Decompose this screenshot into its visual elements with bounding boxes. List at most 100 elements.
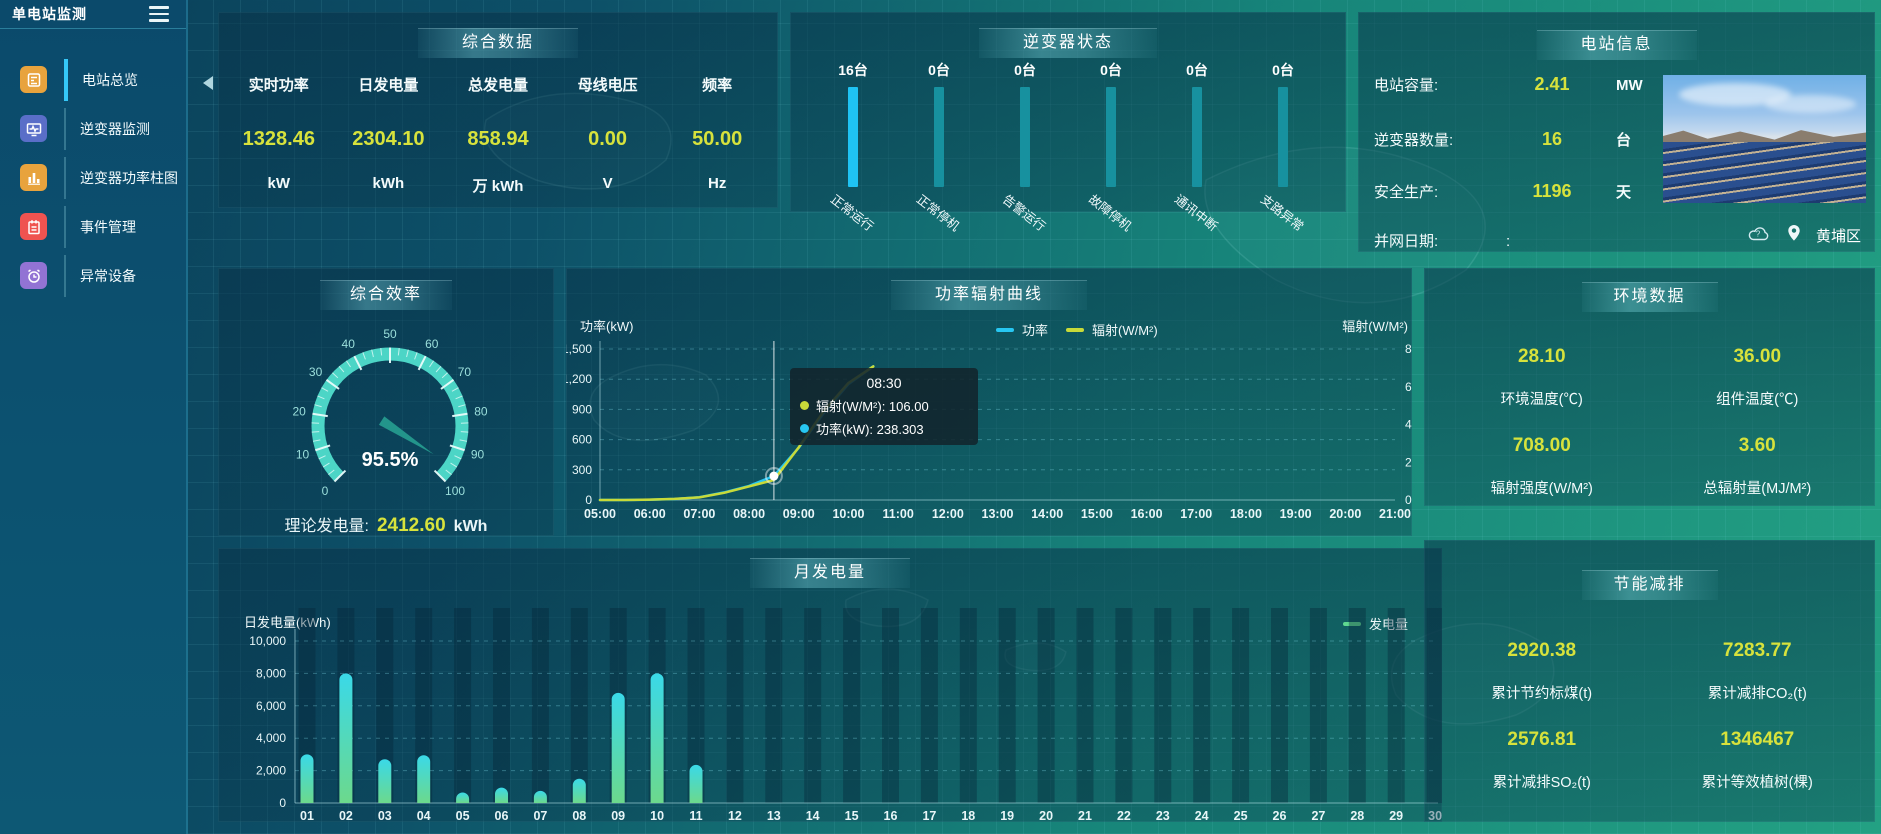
power-radiation-panel: 功率辐射曲线 功率(kW) 辐射(W/M²) 功率 辐射(W/M²) 1,500… — [566, 268, 1412, 536]
bar-chart-legend[interactable]: 发电量 — [1342, 614, 1408, 633]
svg-text:40: 40 — [342, 337, 356, 351]
svg-text:0: 0 — [585, 493, 592, 507]
right-axis-name: 辐射(W/M²) — [1342, 319, 1408, 334]
bar-chart-icon — [20, 164, 47, 191]
sidebar-item-label: 逆变器功率柱图 — [80, 169, 178, 186]
svg-text:20: 20 — [292, 405, 306, 419]
svg-text:11: 11 — [689, 809, 702, 822]
cloud-icon[interactable]: ? — [1747, 224, 1772, 247]
inverter-status-panel: 逆变器状态 16台 正常运行 0台 正常停机 0台 告警运行 0台 故障停机 0… — [790, 12, 1346, 234]
metric-bus-voltage: 母线电压 0.00 V — [577, 77, 638, 192]
svg-text:14:00: 14:00 — [1031, 507, 1063, 521]
panel-title: 综合效率 — [319, 280, 453, 310]
summary-panel: 综合数据 实时功率 1328.46 kW 日发电量 2304.10 kWh 总发… — [218, 12, 778, 208]
svg-text:200: 200 — [1405, 455, 1412, 469]
panel-title: 综合数据 — [417, 28, 579, 58]
svg-text:18:00: 18:00 — [1230, 507, 1262, 521]
co2-reduced: 7283.77 累计减排CO₂(t) — [1707, 640, 1807, 702]
svg-text:400: 400 — [1405, 418, 1412, 432]
svg-text:80: 80 — [474, 405, 488, 419]
menu-divider — [64, 156, 66, 199]
station-photo — [1663, 75, 1866, 203]
inverter-status-branch-abnormal: 0台 支路异常 — [1257, 62, 1306, 234]
svg-text:21:00: 21:00 — [1379, 507, 1411, 521]
radiation-legend-swatch — [1066, 327, 1085, 332]
svg-text:900: 900 — [572, 402, 592, 416]
status-bar — [934, 87, 944, 187]
svg-text:600: 600 — [1405, 380, 1412, 394]
metric-realtime-power: 实时功率 1328.46 kW — [242, 77, 315, 192]
savings-metrics: 2920.38 累计节约标煤(t) 7283.77 累计减排CO₂(t) 257… — [1434, 640, 1865, 792]
svg-text:10:00: 10:00 — [832, 507, 864, 521]
monthly-generation-chart[interactable]: 0 2,000 4,000 6,000 8,000 10,000 01 02 03 04 05 06 0… — [218, 548, 1442, 822]
svg-text:20:00: 20:00 — [1329, 507, 1361, 521]
svg-text:26: 26 — [1273, 809, 1287, 822]
svg-text:22: 22 — [1117, 809, 1131, 822]
svg-text:08: 08 — [572, 809, 586, 822]
svg-text:12:00: 12:00 — [932, 507, 964, 521]
svg-text:6,000: 6,000 — [256, 699, 286, 713]
so2-reduced: 2576.81 累计减排SO₂(t) — [1492, 729, 1591, 791]
sidebar-item-label: 电站总览 — [82, 71, 138, 88]
power-radiation-chart[interactable]: 1,5001,2009006003000800600400200005:0006… — [566, 268, 1412, 536]
sidebar-item-inverter-power-bars[interactable]: 逆变器功率柱图 — [0, 153, 186, 202]
svg-text:1,200: 1,200 — [566, 372, 592, 386]
svg-text:15: 15 — [845, 809, 859, 822]
efficiency-gauge: 0 10 20 30 40 50 60 70 80 90 100 95.5% — [292, 327, 488, 498]
menu-divider — [64, 254, 66, 297]
sidebar-item-inverter-monitor[interactable]: 逆变器监测 — [0, 104, 186, 153]
sidebar-collapse-arrow[interactable] — [203, 76, 213, 90]
sidebar-item-abnormal-devices[interactable]: 异常设备 — [0, 251, 186, 300]
menu-divider — [64, 58, 68, 101]
inverter-status-fault-stop: 0台 故障停机 — [1085, 62, 1134, 234]
svg-text:06: 06 — [495, 809, 509, 822]
inverter-monitor-icon — [20, 115, 47, 142]
svg-text:70: 70 — [458, 365, 472, 379]
svg-text:10: 10 — [296, 447, 310, 461]
app-title: 单电站监测 — [12, 6, 87, 22]
panel-title: 电站信息 — [1536, 30, 1697, 60]
svg-text:2,000: 2,000 — [256, 764, 286, 778]
sidebar-item-event-management[interactable]: 事件管理 — [0, 202, 186, 251]
svg-text:16: 16 — [884, 809, 898, 822]
svg-text:?: ? — [1756, 230, 1761, 239]
menu-divider — [64, 107, 66, 150]
sidebar-item-station-overview[interactable]: 电站总览 — [0, 55, 186, 104]
svg-text:07: 07 — [533, 809, 547, 822]
line-chart-legend[interactable]: 功率 辐射(W/M²) — [996, 320, 1158, 339]
metric-daily-generation: 日发电量 2304.10 kWh — [352, 77, 425, 192]
metric-frequency: 频率 50.00 Hz — [692, 77, 743, 192]
menu-divider — [64, 205, 66, 248]
metric-total-generation: 总发电量 858.94 万 kWh — [467, 77, 529, 195]
station-overview-icon — [20, 66, 47, 93]
tooltip-power-row: 功率(kW): 238.303 — [800, 419, 968, 438]
svg-text:10: 10 — [650, 809, 664, 822]
status-bar — [848, 87, 858, 187]
notebook-icon — [20, 213, 47, 240]
svg-text:4,000: 4,000 — [256, 731, 286, 745]
location-row: ? 黄埔区 — [1747, 224, 1861, 247]
inverter-status-alarm-run: 0台 告警运行 — [999, 62, 1048, 234]
inverter-status-normal-run: 16台 正常运行 — [827, 62, 876, 234]
environment-panel: 环境数据 28.10 环境温度(℃) 36.00 组件温度(℃) 708.00 … — [1424, 268, 1875, 506]
svg-text:04: 04 — [417, 809, 431, 822]
svg-text:95.5%: 95.5% — [362, 449, 419, 471]
svg-text:06:00: 06:00 — [634, 507, 666, 521]
svg-text:09: 09 — [611, 809, 625, 822]
svg-text:15:00: 15:00 — [1081, 507, 1113, 521]
status-bar — [1106, 87, 1116, 187]
svg-text:05:00: 05:00 — [584, 507, 616, 521]
trees-equivalent: 1346467 累计等效植树(棵) — [1701, 729, 1813, 791]
location-pin-icon[interactable] — [1786, 224, 1802, 247]
radiation-intensity: 708.00 辐射强度(W/M²) — [1490, 435, 1593, 497]
svg-text:800: 800 — [1405, 342, 1412, 356]
hamburger-menu-icon[interactable] — [146, 3, 172, 25]
inverter-count-row: 逆变器数量: 16 台 — [1374, 129, 1632, 149]
svg-text:8,000: 8,000 — [256, 666, 286, 680]
svg-text:12: 12 — [728, 809, 742, 822]
power-dot — [800, 424, 809, 433]
svg-text:17: 17 — [922, 809, 936, 822]
svg-text:20: 20 — [1039, 809, 1053, 822]
svg-text:28: 28 — [1350, 809, 1364, 822]
panel-title: 月发电量 — [749, 558, 911, 588]
